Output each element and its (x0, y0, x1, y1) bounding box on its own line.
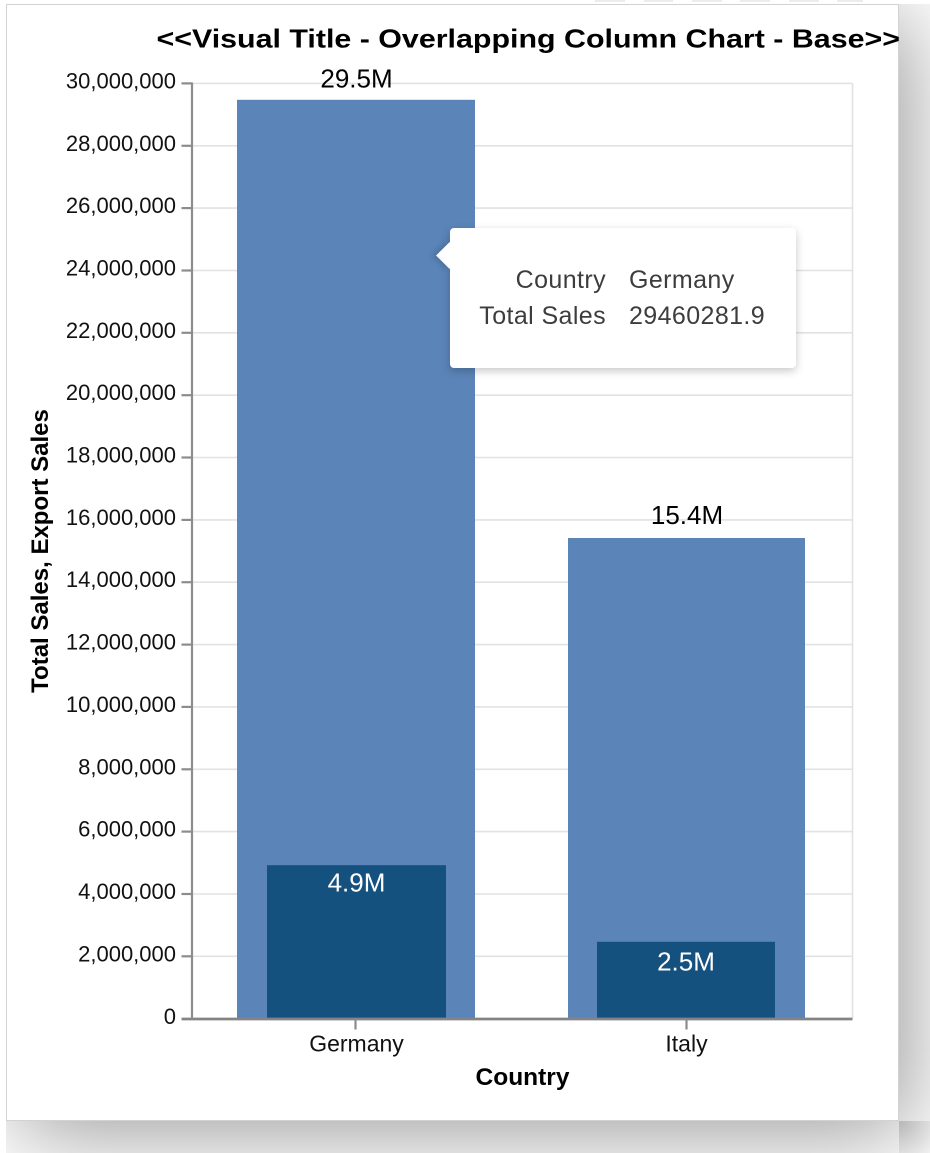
svg-text:24,000,000: 24,000,000 (66, 256, 176, 281)
svg-text:14,000,000: 14,000,000 (66, 567, 176, 592)
svg-text:30,000,000: 30,000,000 (66, 68, 176, 93)
svg-text:2.5M: 2.5M (657, 947, 715, 977)
svg-text:4.9M: 4.9M (328, 868, 386, 898)
svg-text:18,000,000: 18,000,000 (66, 443, 176, 468)
svg-text:22,000,000: 22,000,000 (66, 318, 176, 343)
svg-text:6,000,000: 6,000,000 (78, 817, 176, 842)
svg-text:20,000,000: 20,000,000 (66, 380, 176, 405)
svg-text:16,000,000: 16,000,000 (66, 505, 176, 530)
svg-text:Country: Country (476, 1064, 570, 1091)
svg-text:15.4M: 15.4M (651, 500, 723, 530)
svg-text:<<Visual Title - Overlapping C: <<Visual Title - Overlapping Column Char… (157, 24, 901, 54)
svg-text:4,000,000: 4,000,000 (78, 879, 176, 904)
svg-text:0: 0 (164, 1004, 176, 1029)
svg-text:10,000,000: 10,000,000 (66, 692, 176, 717)
svg-text:Germany: Germany (309, 1031, 404, 1057)
svg-text:12,000,000: 12,000,000 (66, 630, 176, 655)
svg-text:8,000,000: 8,000,000 (78, 754, 176, 779)
svg-text:2,000,000: 2,000,000 (78, 941, 176, 966)
svg-text:Italy: Italy (665, 1031, 708, 1057)
svg-text:28,000,000: 28,000,000 (66, 131, 176, 156)
svg-text:29.5M: 29.5M (320, 64, 392, 94)
svg-text:Total Sales, Export Sales: Total Sales, Export Sales (27, 409, 54, 693)
svg-text:26,000,000: 26,000,000 (66, 193, 176, 218)
